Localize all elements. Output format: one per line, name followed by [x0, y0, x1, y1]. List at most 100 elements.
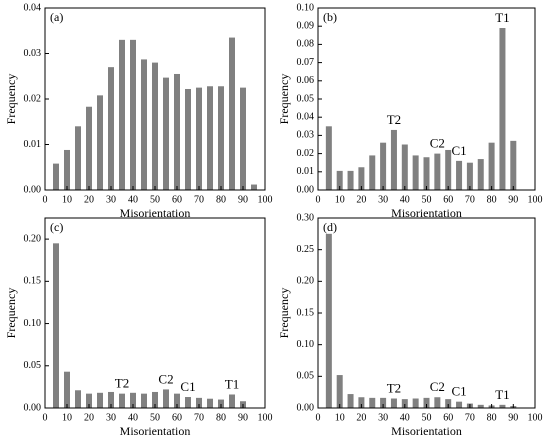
y-tick-label: 0.03 — [297, 130, 315, 141]
bar — [86, 106, 92, 190]
bar — [488, 142, 495, 190]
bar — [358, 397, 365, 408]
x-tick-label: 80 — [487, 194, 497, 205]
x-tick-label: 70 — [194, 194, 204, 205]
bar — [336, 170, 343, 190]
x-tick-label: 50 — [422, 412, 432, 423]
x-tick-label: 70 — [465, 194, 475, 205]
y-tick-label: 0.04 — [24, 2, 42, 13]
bar — [53, 163, 59, 190]
bar — [218, 86, 224, 190]
bar — [347, 394, 354, 408]
bar — [510, 140, 517, 190]
y-tick-label: 0.06 — [297, 75, 315, 86]
bar — [108, 67, 114, 190]
annotation: T2 — [387, 380, 401, 395]
x-tick-label: 10 — [335, 412, 345, 423]
y-tick-label: 0.15 — [297, 307, 315, 318]
annotation: C2 — [430, 379, 445, 394]
annotation: C1 — [180, 379, 195, 394]
y-tick-label: 0.30 — [297, 212, 315, 223]
bar — [369, 155, 376, 190]
y-axis-label: Frequency — [4, 288, 18, 339]
annotation: C2 — [158, 371, 173, 386]
panel-label: (a) — [50, 10, 63, 24]
x-tick-label: 0 — [43, 194, 48, 205]
bar — [456, 160, 463, 190]
annotation: T1 — [225, 376, 239, 391]
annotation: T2 — [387, 112, 401, 127]
bar — [380, 397, 387, 408]
y-tick-label: 0.20 — [24, 233, 42, 244]
panel-label: (d) — [323, 220, 337, 234]
bar — [380, 142, 387, 190]
bar — [477, 404, 484, 408]
x-tick-label: 100 — [258, 412, 273, 423]
bar — [141, 393, 147, 408]
x-tick-label: 10 — [62, 412, 72, 423]
y-tick-label: 0.01 — [24, 139, 42, 150]
bar — [163, 389, 169, 408]
bar — [185, 88, 191, 190]
y-tick-label: 0.00 — [24, 402, 42, 413]
y-axis-label: Frequency — [4, 74, 18, 125]
y-axis-label: Frequency — [277, 288, 291, 339]
panel-label: (c) — [50, 220, 63, 234]
x-tick-label: 0 — [43, 412, 48, 423]
y-tick-label: 0.15 — [24, 276, 42, 287]
x-tick-label: 70 — [465, 412, 475, 423]
x-tick-label: 20 — [356, 194, 366, 205]
x-tick-label: 10 — [335, 194, 345, 205]
y-tick-label: 0.25 — [297, 244, 315, 255]
x-tick-label: 30 — [378, 412, 388, 423]
y-tick-label: 0.10 — [297, 339, 315, 350]
bar — [53, 243, 59, 408]
x-tick-label: 70 — [194, 412, 204, 423]
y-tick-label: 0.09 — [297, 20, 315, 31]
annotation: T1 — [495, 10, 509, 25]
bar — [477, 159, 484, 190]
x-tick-label: 90 — [238, 194, 248, 205]
bar — [152, 62, 158, 190]
x-tick-label: 50 — [422, 194, 432, 205]
bar — [97, 392, 103, 408]
y-tick-label: 0.04 — [297, 111, 315, 122]
bar — [240, 87, 246, 190]
x-tick-label: 100 — [258, 194, 273, 205]
y-tick-label: 0.02 — [297, 148, 315, 159]
x-axis-label: Misorientation — [120, 206, 191, 220]
y-tick-label: 0.08 — [297, 39, 315, 50]
x-tick-label: 30 — [378, 194, 388, 205]
bar — [229, 394, 235, 408]
y-tick-label: 0.00 — [297, 402, 315, 413]
bar — [130, 392, 136, 408]
x-tick-label: 60 — [443, 412, 453, 423]
x-tick-label: 80 — [487, 412, 497, 423]
y-tick-label: 0.10 — [24, 318, 42, 329]
bar — [196, 397, 202, 408]
bar — [130, 39, 136, 190]
bar — [390, 398, 397, 408]
bar — [141, 59, 147, 190]
bar — [75, 390, 81, 408]
x-tick-label: 20 — [356, 412, 366, 423]
y-tick-label: 0.20 — [297, 276, 315, 287]
x-tick-label: 40 — [400, 194, 410, 205]
x-tick-label: 90 — [508, 412, 518, 423]
x-tick-label: 10 — [62, 194, 72, 205]
bar — [401, 399, 408, 408]
annotation: T1 — [495, 387, 509, 402]
x-tick-label: 80 — [216, 412, 226, 423]
x-tick-label: 50 — [150, 194, 160, 205]
x-axis-label: Misorientation — [120, 424, 191, 438]
x-tick-label: 60 — [172, 412, 182, 423]
x-axis-label: Misorientation — [391, 206, 462, 220]
y-tick-label: 0.02 — [24, 93, 42, 104]
bar — [466, 162, 473, 190]
bar — [218, 399, 224, 408]
bar — [163, 77, 169, 190]
bar — [445, 149, 452, 190]
annotation: C1 — [451, 143, 466, 158]
x-tick-label: 0 — [316, 194, 321, 205]
